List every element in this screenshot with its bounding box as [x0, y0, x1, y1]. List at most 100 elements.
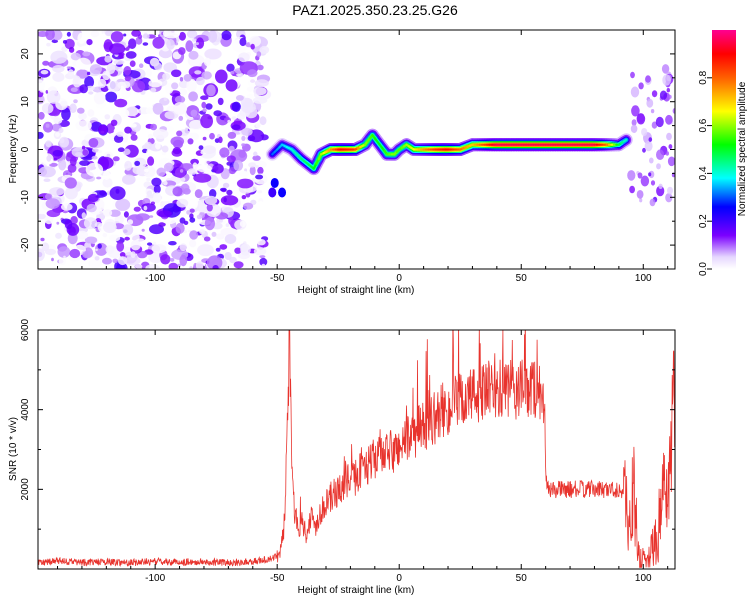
- noise-blob: [186, 30, 198, 39]
- noise-blob: [223, 197, 227, 203]
- noise-blob: [202, 145, 216, 155]
- noise-blob: [189, 217, 196, 223]
- noise-blob: [231, 101, 241, 113]
- noise-blob: [97, 150, 103, 154]
- noise-blob: [109, 43, 126, 55]
- noise-blob: [656, 149, 665, 160]
- noise-blob: [200, 95, 209, 100]
- noise-blob: [86, 39, 93, 46]
- noise-blob: [201, 101, 207, 109]
- noise-blob: [171, 69, 182, 78]
- noise-blob: [206, 203, 213, 212]
- colorbar: 0.0 0.2 0.4 0.6 0.8 Normalized spectral ampl…: [698, 30, 748, 276]
- noise-blob: [102, 70, 111, 81]
- noise-blob: [123, 66, 132, 76]
- noise-blob: [146, 177, 151, 182]
- spectrogram-x-axis: -100 -50 0 50 100: [57, 30, 669, 284]
- noise-blob: [219, 147, 230, 158]
- noise-blob: [257, 64, 264, 71]
- snr-series-line: [38, 330, 675, 569]
- noise-blob: [203, 236, 211, 242]
- noise-blob: [196, 76, 205, 86]
- noise-blob: [84, 76, 95, 88]
- noise-blob: [151, 177, 162, 187]
- noise-blob: [228, 167, 237, 175]
- noise-blob: [640, 175, 650, 187]
- noise-blob: [225, 223, 230, 228]
- noise-blob: [124, 236, 130, 241]
- noise-blob: [148, 79, 163, 88]
- noise-blob: [124, 75, 131, 82]
- noise-blob: [178, 47, 186, 55]
- noise-blob: [45, 198, 60, 209]
- noise-blob: [126, 31, 132, 37]
- noise-blob: [176, 130, 183, 137]
- noise-blob: [125, 51, 137, 59]
- noise-blob: [69, 248, 81, 259]
- noise-blob: [134, 264, 143, 269]
- noise-blob: [121, 133, 129, 143]
- noise-blob: [162, 73, 171, 80]
- noise-blob: [231, 116, 237, 120]
- noise-blob: [122, 174, 136, 185]
- noise-blob: [150, 123, 158, 131]
- noise-blob: [73, 99, 78, 104]
- noise-blob: [102, 233, 108, 238]
- noise-blob: [118, 68, 126, 72]
- noise-blob: [631, 119, 637, 126]
- noise-blob: [123, 211, 129, 218]
- noise-blob: [659, 90, 668, 100]
- noise-blob: [230, 30, 234, 35]
- noise-blob: [648, 137, 653, 142]
- noise-blob: [177, 263, 181, 267]
- noise-blob: [41, 242, 50, 252]
- noise-blob: [194, 189, 203, 199]
- noise-blob: [637, 172, 643, 179]
- noise-blob: [46, 209, 61, 218]
- noise-blob: [55, 232, 62, 239]
- noise-blob: [184, 127, 189, 131]
- noise-blob: [252, 96, 268, 104]
- noise-blob: [155, 142, 161, 150]
- noise-blob: [110, 119, 118, 127]
- noise-blob: [45, 30, 55, 41]
- noise-blob: [106, 63, 116, 75]
- noise-blob: [208, 30, 218, 43]
- noise-blob: [152, 36, 165, 49]
- noise-blob: [662, 74, 671, 86]
- noise-blob: [62, 40, 68, 44]
- noise-blob: [98, 124, 108, 135]
- noise-blob: [114, 98, 128, 108]
- noise-blob: [650, 180, 656, 186]
- noise-blob: [180, 183, 190, 193]
- noise-blob: [105, 91, 118, 103]
- colorbar-gradient: [712, 30, 736, 269]
- noise-blob: [253, 87, 267, 96]
- noise-blob: [56, 221, 60, 225]
- noise-blob: [655, 116, 664, 128]
- noise-blob: [144, 168, 149, 173]
- noise-blob: [95, 248, 98, 251]
- noise-blob: [656, 185, 665, 197]
- noise-blob: [243, 202, 254, 210]
- noise-blob: [178, 88, 188, 96]
- noise-blob: [185, 40, 194, 52]
- noise-blob: [209, 132, 215, 140]
- noise-blob: [153, 184, 161, 194]
- noise-blob: [49, 162, 58, 167]
- noise-blob: [192, 38, 197, 42]
- noise-blob: [204, 195, 218, 205]
- noise-blob: [202, 136, 207, 141]
- noise-blob: [166, 39, 175, 50]
- noise-blob: [86, 203, 97, 213]
- noise-blob: [149, 224, 164, 235]
- noise-blob: [667, 156, 675, 167]
- noise-blob: [122, 224, 134, 236]
- noise-blob: [180, 177, 186, 182]
- noise-blob: [64, 219, 73, 230]
- noise-blob: [89, 64, 102, 75]
- noise-blob: [176, 163, 181, 168]
- colorbar-tick-label: 0.0: [698, 262, 709, 276]
- noise-blob: [142, 33, 150, 39]
